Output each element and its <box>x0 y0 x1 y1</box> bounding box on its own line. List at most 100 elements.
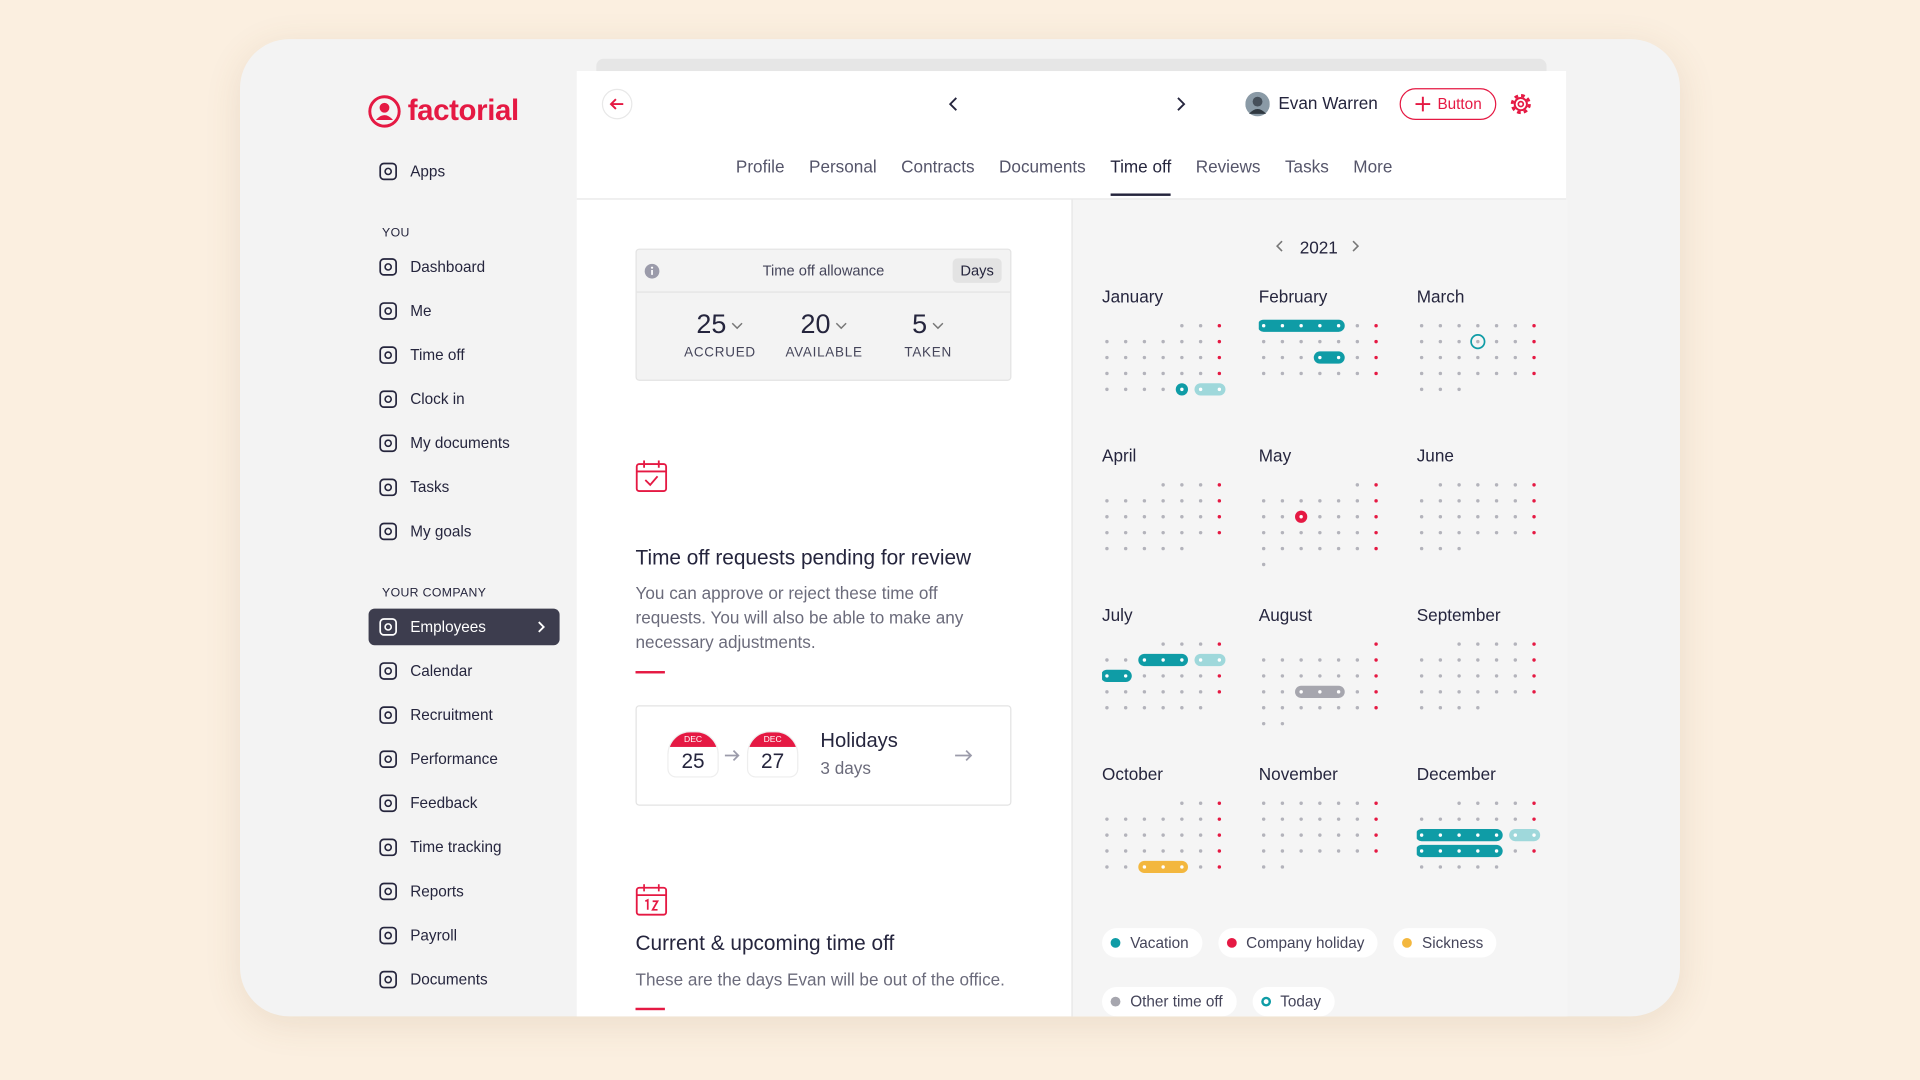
nav-icon <box>379 346 397 364</box>
day-dot <box>1261 706 1266 710</box>
day-dot <box>1161 515 1165 519</box>
icon-shape <box>384 307 393 315</box>
day-dot <box>1161 706 1165 710</box>
day-dot <box>1494 833 1499 837</box>
nav-item[interactable]: Tasks <box>369 469 560 506</box>
day-dot <box>1374 355 1378 360</box>
nav-item[interactable]: Reports <box>369 873 560 910</box>
tab[interactable]: More <box>1353 156 1393 177</box>
tab[interactable]: Reviews <box>1195 156 1261 177</box>
nav-label: Reports <box>410 882 464 901</box>
nav-item[interactable]: My documents <box>369 425 560 462</box>
icon-shape <box>384 527 393 536</box>
back-button[interactable] <box>601 88 633 120</box>
day-dot <box>1457 387 1461 392</box>
dropdown <box>932 322 944 330</box>
stat-value[interactable]: 5 <box>879 309 977 341</box>
next-employee[interactable] <box>1173 96 1188 113</box>
nav-item[interactable]: Calendar <box>369 653 560 690</box>
day-dot <box>1476 339 1480 344</box>
day-dot <box>1532 642 1536 646</box>
nav-item[interactable]: Performance <box>369 741 560 778</box>
day-dot <box>1355 674 1360 678</box>
day-dot <box>1261 546 1266 551</box>
action-button[interactable]: Button <box>1399 88 1497 121</box>
chevron-shape <box>836 322 847 330</box>
day-dot <box>1142 499 1147 503</box>
day-dot <box>1142 546 1147 551</box>
prev-year[interactable] <box>1273 239 1285 254</box>
day-dot <box>1123 849 1128 853</box>
day-dot <box>1532 817 1536 821</box>
day-dot <box>1123 530 1128 535</box>
settings[interactable] <box>1509 92 1533 116</box>
day-dot <box>1198 339 1203 344</box>
day-dot <box>1105 546 1109 551</box>
nav-item[interactable]: Me <box>369 293 560 330</box>
legend-chip: Vacation <box>1102 928 1203 958</box>
day-dot <box>1280 546 1285 551</box>
stat-value[interactable]: 25 <box>671 309 769 341</box>
day-dot <box>1198 817 1203 821</box>
nav-item[interactable]: Employees <box>368 608 560 646</box>
day-dot <box>1494 865 1499 869</box>
request-card[interactable]: DEC 25 DEC 27 Holidays 3 days <box>635 705 1012 806</box>
tab[interactable]: Personal <box>809 156 877 177</box>
day-dot <box>1180 483 1184 487</box>
day-dot <box>1476 706 1480 710</box>
nav-item[interactable]: Documents <box>369 961 560 998</box>
dropdown <box>732 322 743 330</box>
day-dot <box>1123 515 1128 519</box>
legend-chip: Other time off <box>1102 986 1237 1017</box>
day-dot <box>1494 339 1499 344</box>
icon-shape <box>379 162 397 181</box>
unit-toggle[interactable]: Days <box>952 258 1002 283</box>
nav-item[interactable]: Clock in <box>369 381 560 418</box>
day-dot <box>1180 546 1184 551</box>
logo-icon <box>368 95 401 128</box>
day-dot <box>1513 483 1518 487</box>
tab[interactable]: Documents <box>999 156 1086 177</box>
nav-item[interactable]: Time off <box>369 337 560 374</box>
day-dot <box>1142 690 1147 694</box>
nav-item[interactable]: Payroll <box>369 917 560 954</box>
time-off-range <box>1194 653 1226 667</box>
tab[interactable]: Contracts <box>901 156 975 177</box>
day-dot <box>1180 674 1184 678</box>
tab[interactable]: Profile <box>735 156 785 177</box>
day-dot <box>1299 530 1303 535</box>
nav-item[interactable]: Recruitment <box>369 697 560 734</box>
day-dot <box>1355 515 1360 519</box>
prev-employee[interactable] <box>947 96 962 113</box>
nav-item[interactable]: Dashboard <box>369 249 560 286</box>
day-dot <box>1476 483 1480 487</box>
nav-icon <box>379 706 397 724</box>
tab[interactable]: Tasks <box>1284 156 1329 177</box>
nav-item[interactable]: Time tracking <box>369 829 560 866</box>
day-dot <box>1494 483 1499 487</box>
nav-item[interactable]: Apps <box>369 153 560 190</box>
day-dot <box>1532 324 1536 328</box>
day-dot <box>1217 849 1222 853</box>
day-dot <box>1336 833 1341 837</box>
day-dot <box>1513 674 1518 678</box>
day-dot <box>1457 658 1461 662</box>
nav-item[interactable]: My goals <box>369 513 560 550</box>
request-title: Holidays <box>820 729 898 752</box>
day-dot <box>1532 690 1536 694</box>
employee-name: Evan Warren <box>1278 93 1378 113</box>
calendar-check-icon <box>635 460 668 492</box>
day-dot <box>1105 674 1109 678</box>
day-dot <box>1355 801 1360 805</box>
day-dot <box>1318 515 1322 519</box>
day-dot <box>1476 642 1480 646</box>
nav-item[interactable]: Feedback <box>369 785 560 822</box>
calendar-icon <box>635 884 668 916</box>
day-dot <box>1336 849 1341 853</box>
stat-value[interactable]: 20 <box>775 309 873 341</box>
tab[interactable]: Time off <box>1110 157 1172 196</box>
day-dot <box>1336 690 1341 694</box>
next-year[interactable] <box>1349 239 1361 254</box>
day-dot <box>1105 865 1109 869</box>
day-dot <box>1419 371 1424 376</box>
